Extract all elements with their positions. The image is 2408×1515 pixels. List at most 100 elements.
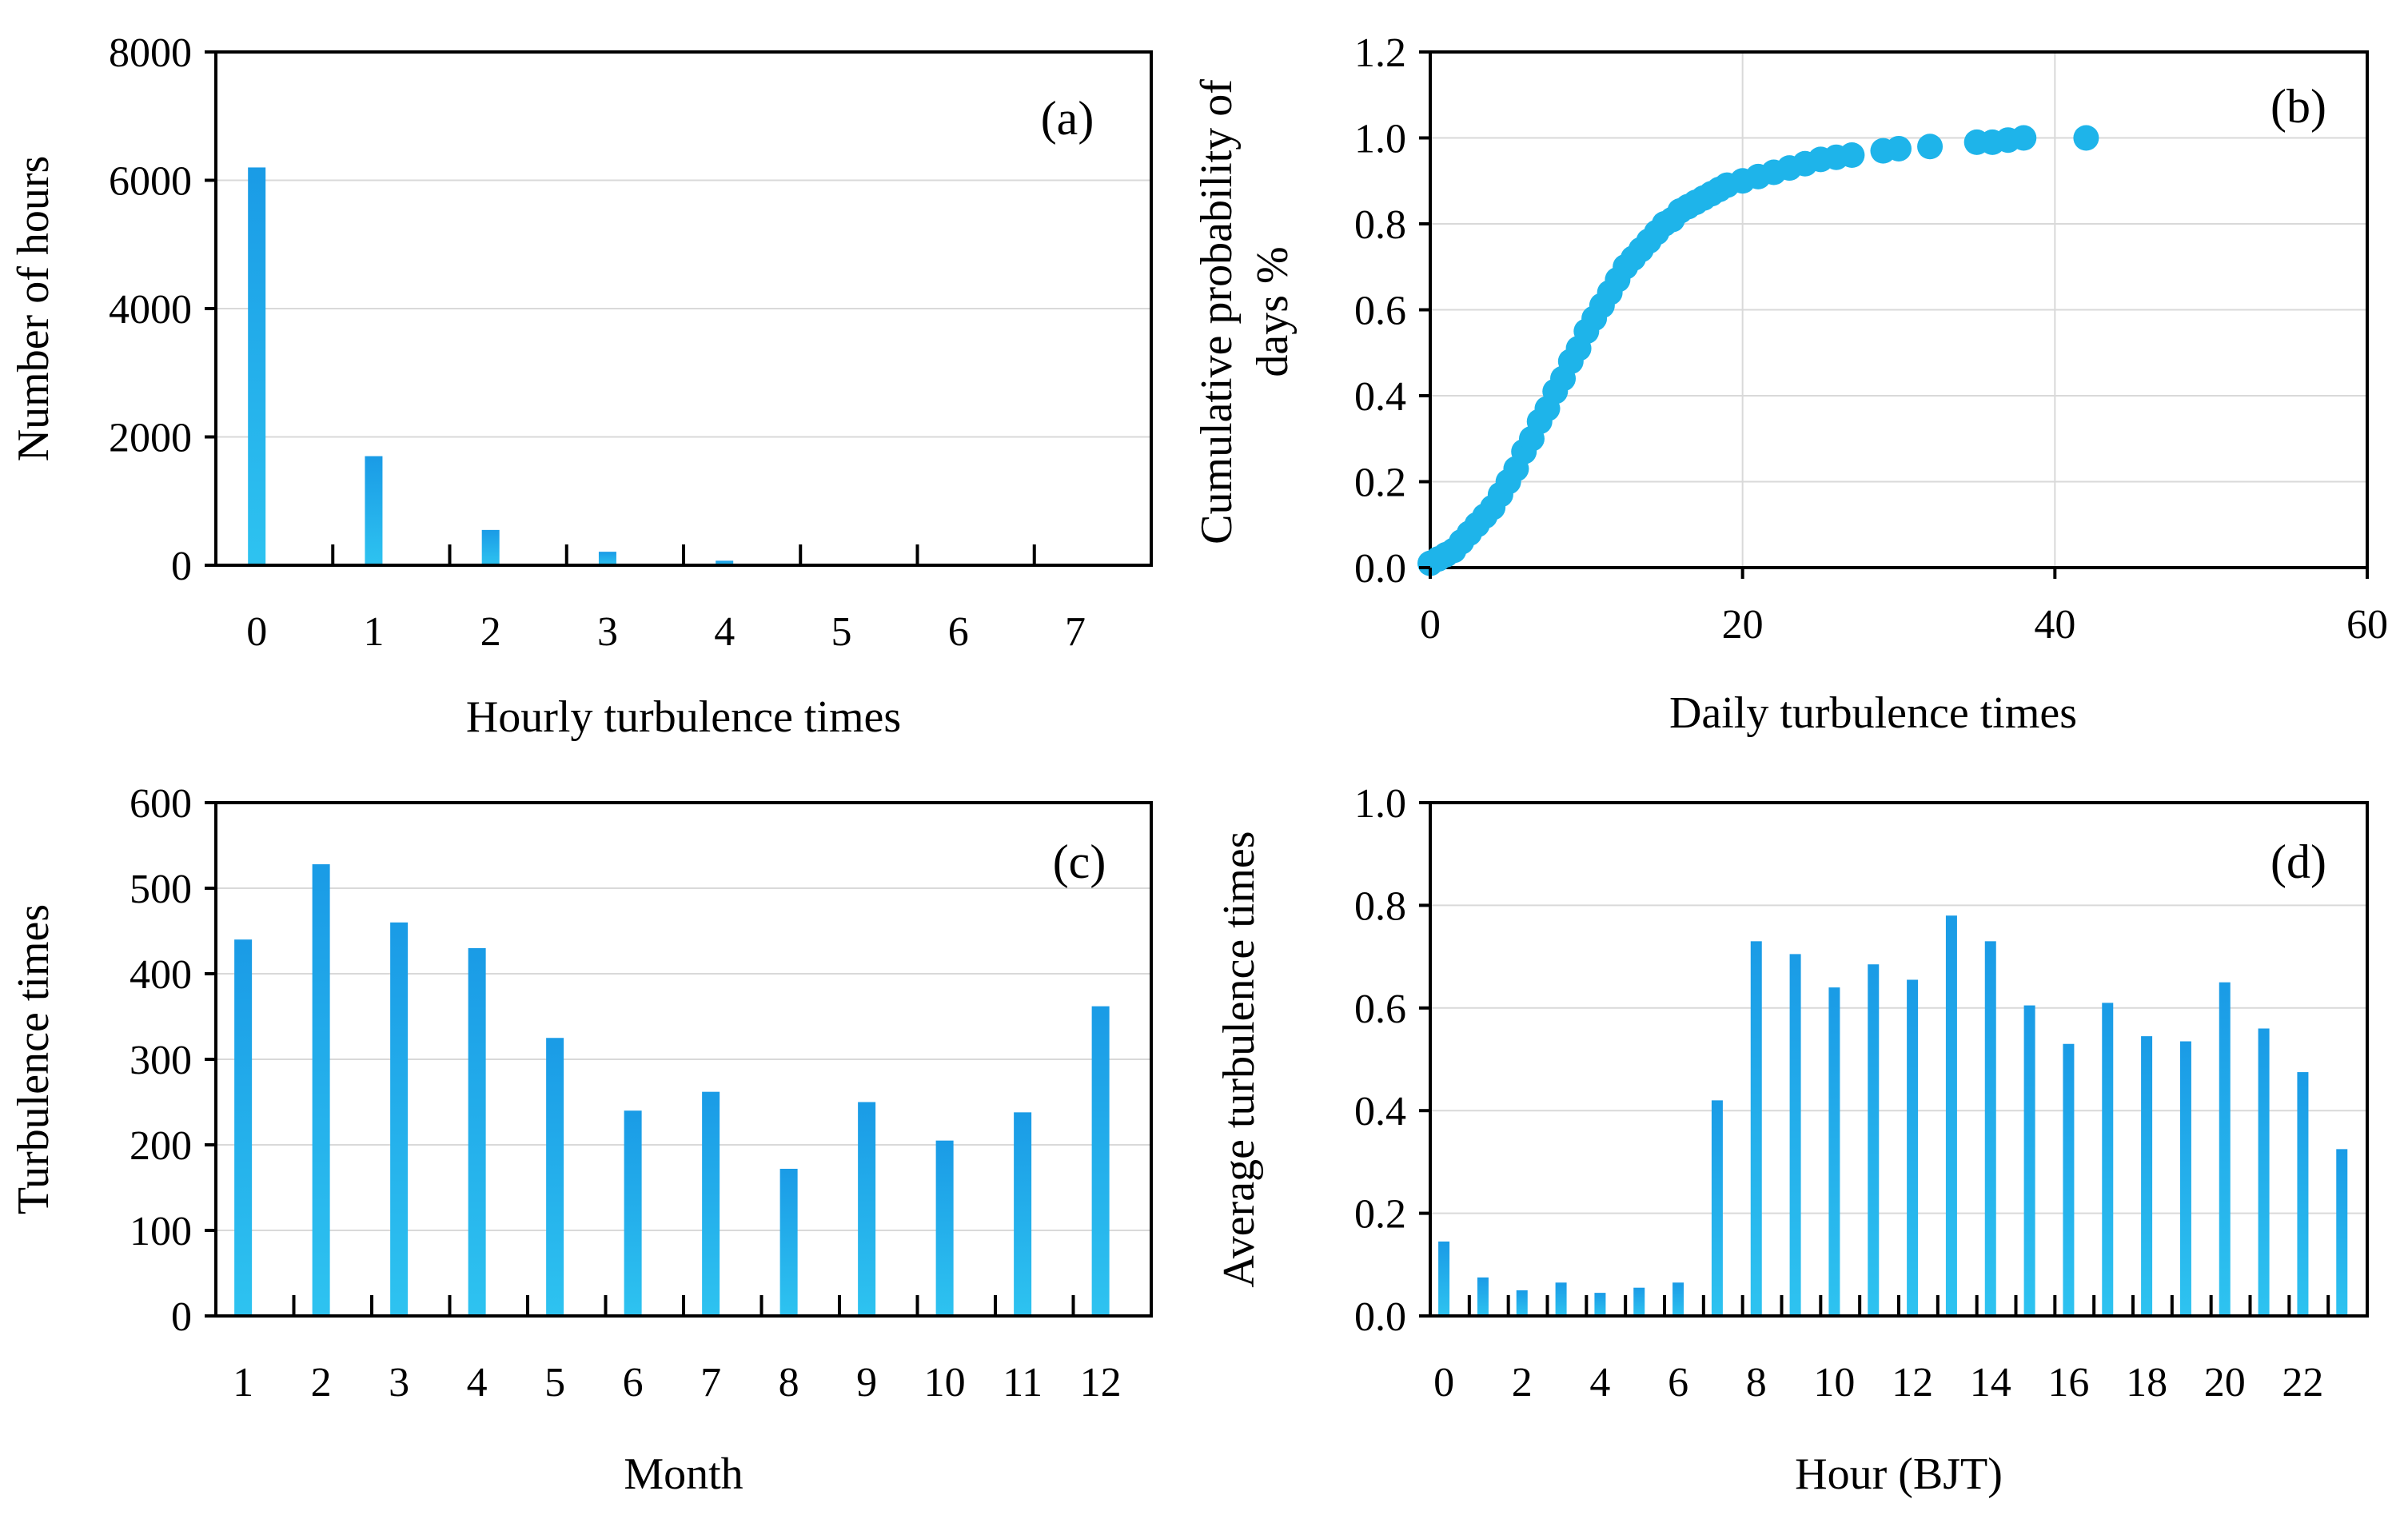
x-tick-label: 20 [2204, 1360, 2246, 1405]
bar [2258, 1028, 2270, 1316]
bar [1945, 915, 1957, 1316]
y-tick-label: 6000 [109, 159, 192, 205]
bar [1672, 1282, 1684, 1316]
bar [2219, 982, 2231, 1316]
panel-c-y-ticks: 0 100 200 300 400 500 600 [130, 781, 216, 1340]
panel-d-y-ticks: 0.0 0.2 0.4 0.6 0.8 1.0 [1354, 781, 1430, 1340]
bar [1555, 1282, 1567, 1316]
x-tick-label: 5 [544, 1360, 565, 1405]
bar [2336, 1149, 2348, 1316]
panel-a-hourly-histogram: 0 1 2 3 4 5 6 7 0 2000 4000 6000 8000 (a) Hourly tu… [9, 30, 1153, 742]
panel-b-x-ticks: 0 20 40 60 [1420, 568, 2388, 648]
x-tick-label: 0 [1433, 1360, 1454, 1405]
y-tick-label: 0.2 [1354, 1192, 1406, 1238]
x-tick-label: 6 [623, 1360, 644, 1405]
scatter-point [1886, 135, 1912, 161]
x-tick-label: 0 [1420, 602, 1441, 648]
bar [1750, 941, 1762, 1316]
x-tick-label: 16 [2047, 1360, 2089, 1405]
bar [1711, 1100, 1723, 1316]
bar [1907, 979, 1919, 1316]
bar [935, 1140, 954, 1316]
panel-d-gridlines [1430, 904, 2367, 1214]
x-tick-label: 60 [2346, 602, 2388, 648]
panel-c-bars [234, 864, 1110, 1316]
bar [390, 922, 409, 1316]
x-tick-label: 2 [1512, 1360, 1533, 1405]
scatter-point [2073, 125, 2099, 151]
y-tick-label: 0.4 [1354, 374, 1406, 420]
bar [365, 456, 383, 565]
x-tick-label: 12 [1892, 1360, 1933, 1405]
bar [1633, 1287, 1645, 1316]
bar [598, 552, 616, 565]
y-tick-label: 600 [130, 781, 192, 827]
scatter-point [2011, 125, 2037, 151]
y-tick-label: 0 [171, 1294, 192, 1340]
x-tick-label: 6 [1668, 1360, 1688, 1405]
bar [1091, 1006, 1110, 1316]
panel-c-label: (c) [1053, 835, 1106, 888]
panel-a-x-ticks: 0 1 2 3 4 5 6 7 [246, 544, 1086, 655]
y-tick-label: 0.8 [1354, 202, 1406, 248]
x-tick-label: 6 [948, 609, 969, 655]
x-tick-label: 11 [1003, 1360, 1043, 1405]
x-tick-label: 1 [363, 609, 384, 655]
panel-a-label: (a) [1041, 92, 1094, 145]
panel-b-cumulative-probability: 0 20 40 60 0.0 0.2 0.4 0.6 0.8 1.0 1.2 (b) Daily … [1192, 30, 2388, 738]
panel-d-label: (d) [2270, 835, 2326, 888]
panel-a-y-ticks: 0 2000 4000 6000 8000 [109, 30, 216, 589]
bar [2063, 1043, 2075, 1316]
panel-b-label: (b) [2270, 80, 2326, 133]
panel-d-y-axis-label: Average turbulence times [1214, 831, 1264, 1287]
y-tick-label: 300 [130, 1038, 192, 1083]
y-tick-label: 2000 [109, 416, 192, 461]
y-tick-label: 0.0 [1354, 1294, 1406, 1340]
panel-c-y-axis-label: Turbulence times [9, 904, 58, 1214]
x-tick-label: 22 [2282, 1360, 2323, 1405]
panel-a-bars [248, 167, 1084, 565]
panel-b-y-axis-label-line1: Cumulative probability of [1192, 79, 1242, 544]
panel-d-x-axis-label: Hour (BJT) [1795, 1449, 2003, 1499]
y-tick-label: 0.6 [1354, 289, 1406, 334]
bar [468, 947, 486, 1316]
x-tick-label: 1 [233, 1360, 253, 1405]
y-tick-label: 0.6 [1354, 987, 1406, 1032]
panel-c-x-ticks: 1 2 3 4 5 6 7 8 9 10 11 12 [233, 1295, 1122, 1405]
bar [312, 864, 330, 1316]
bar [1828, 987, 1840, 1316]
bar [858, 1102, 876, 1316]
x-tick-label: 5 [831, 609, 851, 655]
x-tick-label: 20 [1722, 602, 1764, 648]
bar [1516, 1290, 1528, 1316]
x-tick-label: 4 [1589, 1360, 1610, 1405]
scatter-point [1839, 142, 1865, 168]
y-tick-label: 1.0 [1354, 117, 1406, 162]
y-tick-label: 100 [130, 1209, 192, 1254]
y-tick-label: 0 [171, 544, 192, 589]
bar [702, 1091, 720, 1316]
bar [1984, 941, 1996, 1316]
bar [779, 1168, 798, 1316]
bar [481, 529, 500, 565]
x-tick-label: 10 [924, 1360, 966, 1405]
y-tick-label: 8000 [109, 30, 192, 76]
x-tick-label: 8 [1746, 1360, 1767, 1405]
panel-c-x-axis-label: Month [624, 1449, 743, 1499]
x-tick-label: 12 [1080, 1360, 1122, 1405]
panel-d-hourly-average: 0 2 4 6 8 10 12 14 16 18 20 22 0.0 0.2 0.4 0.6 0.8 1.0 (… [1214, 781, 2369, 1499]
panel-d-bars [1438, 915, 2348, 1316]
panel-b-points [1417, 125, 2099, 576]
x-tick-label: 40 [2034, 602, 2075, 648]
x-tick-label: 0 [246, 609, 267, 655]
bar [1477, 1277, 1489, 1316]
y-tick-label: 500 [130, 867, 192, 912]
bar [546, 1038, 564, 1316]
y-tick-label: 400 [130, 952, 192, 998]
y-tick-label: 0.8 [1354, 883, 1406, 929]
x-tick-label: 7 [700, 1360, 721, 1405]
x-tick-label: 8 [779, 1360, 799, 1405]
bar [2023, 1005, 2035, 1316]
bar [2141, 1036, 2153, 1316]
